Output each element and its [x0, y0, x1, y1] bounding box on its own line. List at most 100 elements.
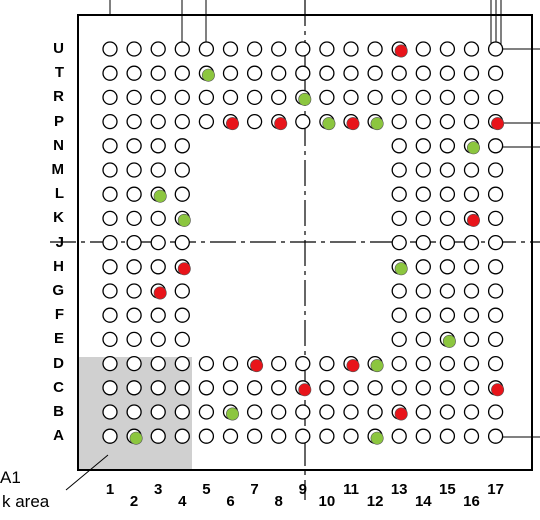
ball-C3 — [150, 380, 166, 396]
green-marker-H13 — [394, 262, 408, 276]
green-marker-L3 — [153, 189, 167, 203]
ball-C5 — [198, 380, 215, 396]
ball-B12 — [367, 404, 383, 420]
ball-F16 — [463, 307, 480, 323]
green-marker-A12 — [370, 431, 384, 445]
ball-L4 — [174, 186, 190, 202]
ball-E16 — [463, 331, 480, 348]
ball-P5 — [198, 113, 215, 130]
ball-F17 — [487, 307, 504, 323]
ball-A6 — [222, 428, 239, 444]
ball-A8 — [271, 428, 287, 444]
ball-D4 — [174, 355, 190, 372]
ball-D10 — [319, 355, 335, 372]
ball-F15 — [439, 307, 456, 323]
ball-B9 — [295, 404, 311, 420]
ball-U17 — [487, 41, 504, 57]
ball-G13 — [391, 283, 407, 299]
ball-F14 — [415, 307, 431, 323]
ball-R1 — [102, 89, 118, 106]
ball-U9 — [295, 41, 311, 57]
ball-T4 — [174, 65, 190, 81]
red-marker-P6 — [226, 117, 240, 131]
column-label: 9 — [298, 481, 307, 498]
ball-R17 — [487, 89, 504, 106]
row-label: D — [53, 354, 64, 372]
ball-L17 — [487, 186, 504, 202]
ball-J16 — [463, 234, 480, 251]
red-marker-H4 — [177, 262, 191, 276]
ball-U14 — [415, 41, 431, 57]
ball-U6 — [222, 41, 239, 57]
ball-B17 — [487, 404, 504, 420]
ball-R3 — [150, 89, 166, 106]
ball-A5 — [198, 428, 215, 444]
ball-L13 — [391, 186, 407, 202]
ball-C2 — [126, 380, 142, 396]
ball-J2 — [126, 234, 142, 251]
column-label: 1 — [105, 481, 115, 498]
ball-U2 — [126, 41, 142, 57]
ball-M1 — [102, 162, 118, 178]
ball-N4 — [174, 138, 190, 154]
ball-R11 — [343, 89, 359, 106]
ball-H15 — [439, 259, 456, 275]
ball-D17 — [487, 355, 504, 372]
ball-T9 — [295, 65, 311, 81]
ball-G14 — [415, 283, 431, 299]
ball-C12 — [367, 380, 383, 396]
red-marker-D7 — [250, 359, 264, 373]
ball-E4 — [174, 331, 190, 348]
ball-J3 — [150, 234, 166, 251]
column-label: 12 — [366, 493, 384, 510]
ball-B10 — [319, 404, 335, 420]
ball-A15 — [439, 428, 456, 444]
column-label: 5 — [202, 481, 211, 498]
ball-G1 — [102, 283, 118, 299]
red-marker-C9 — [298, 383, 312, 397]
ball-F1 — [102, 307, 118, 323]
ball-K2 — [126, 210, 142, 227]
ball-P4 — [174, 113, 190, 130]
ball-U10 — [319, 41, 335, 57]
ball-B8 — [271, 404, 287, 420]
ball-T14 — [415, 65, 431, 81]
ball-D2 — [126, 355, 142, 372]
ball-P14 — [415, 113, 431, 130]
ball-G15 — [439, 283, 456, 299]
ball-B1 — [102, 404, 118, 420]
ball-A16 — [463, 428, 480, 444]
row-label: T — [54, 64, 64, 82]
red-marker-P8 — [274, 117, 288, 131]
ball-D15 — [439, 355, 456, 372]
ball-N13 — [391, 138, 407, 154]
ball-M4 — [174, 162, 190, 178]
ball-D9 — [295, 355, 311, 372]
red-marker-C17 — [491, 383, 505, 397]
ball-C7 — [246, 380, 263, 396]
ball-T17 — [487, 65, 504, 81]
ball-P7 — [246, 113, 263, 130]
ball-P1 — [102, 113, 118, 130]
row-label: M — [51, 161, 65, 178]
ball-D14 — [415, 355, 431, 372]
a1-label: A1 — [0, 468, 21, 487]
ball-C1 — [102, 380, 118, 396]
ball-L14 — [415, 186, 431, 202]
ball-B2 — [126, 404, 142, 420]
row-label: B — [53, 403, 64, 420]
column-label: 13 — [390, 481, 408, 498]
ball-N2 — [126, 138, 142, 154]
ball-E13 — [391, 331, 407, 348]
ball-J1 — [102, 234, 118, 251]
row-label: N — [53, 136, 64, 154]
row-label: E — [53, 330, 64, 348]
ball-A9 — [295, 428, 311, 444]
row-label: G — [52, 282, 64, 299]
ball-G4 — [174, 283, 190, 299]
ball-E17 — [487, 331, 504, 348]
row-label: H — [53, 257, 64, 275]
ball-B3 — [150, 404, 166, 420]
ball-J13 — [391, 234, 407, 251]
ball-R16 — [463, 89, 480, 106]
